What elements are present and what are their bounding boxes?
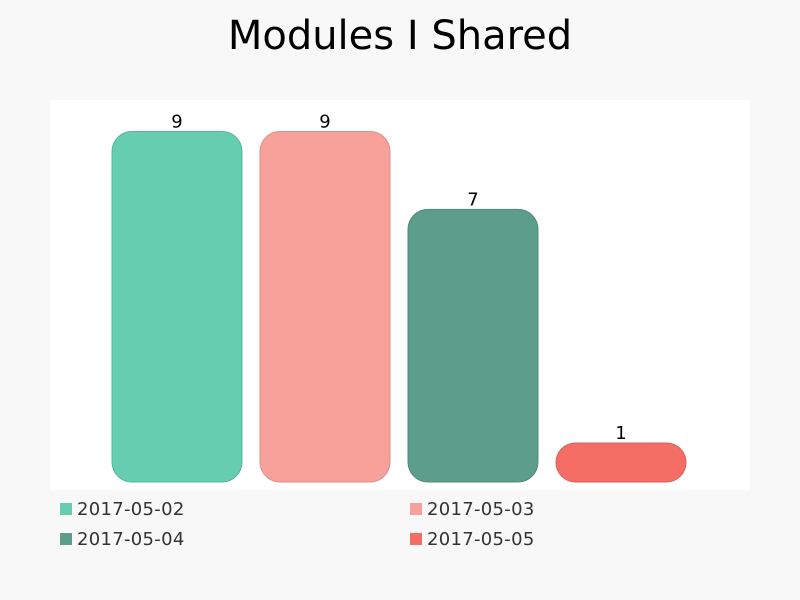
bar-2017-05-05[interactable]	[555, 442, 687, 483]
bar-2017-05-02[interactable]	[111, 130, 243, 483]
legend-label-2017-05-05: 2017-05-05	[427, 528, 535, 550]
legend-label-2017-05-02: 2017-05-02	[77, 498, 185, 520]
data-label-2017-05-05: 1	[615, 423, 626, 444]
legend-swatch-2017-05-03	[410, 503, 422, 515]
chart-title: Modules I Shared	[227, 13, 573, 59]
legend-item-2017-05-05[interactable]: 2017-05-05	[410, 528, 535, 550]
legend-item-2017-05-02[interactable]: 2017-05-02	[60, 498, 185, 520]
legend-label-2017-05-04: 2017-05-04	[77, 528, 185, 550]
plot-area: 9 9 7 1	[50, 100, 750, 490]
legend-item-2017-05-03[interactable]: 2017-05-03	[410, 498, 535, 520]
legend-label-2017-05-03: 2017-05-03	[427, 498, 535, 520]
data-label-2017-05-02: 9	[171, 111, 182, 132]
bar-2017-05-03[interactable]	[259, 130, 391, 483]
data-label-2017-05-04: 7	[467, 189, 478, 210]
legend-swatch-2017-05-02	[60, 503, 72, 515]
legend-swatch-2017-05-05	[410, 533, 422, 545]
data-label-2017-05-03: 9	[319, 111, 330, 132]
bar-chart-svg: 9 9 7 1	[111, 111, 687, 483]
bar-2017-05-04[interactable]	[407, 208, 539, 483]
legend-swatch-2017-05-04	[60, 533, 72, 545]
legend-item-2017-05-04[interactable]: 2017-05-04	[60, 528, 185, 550]
